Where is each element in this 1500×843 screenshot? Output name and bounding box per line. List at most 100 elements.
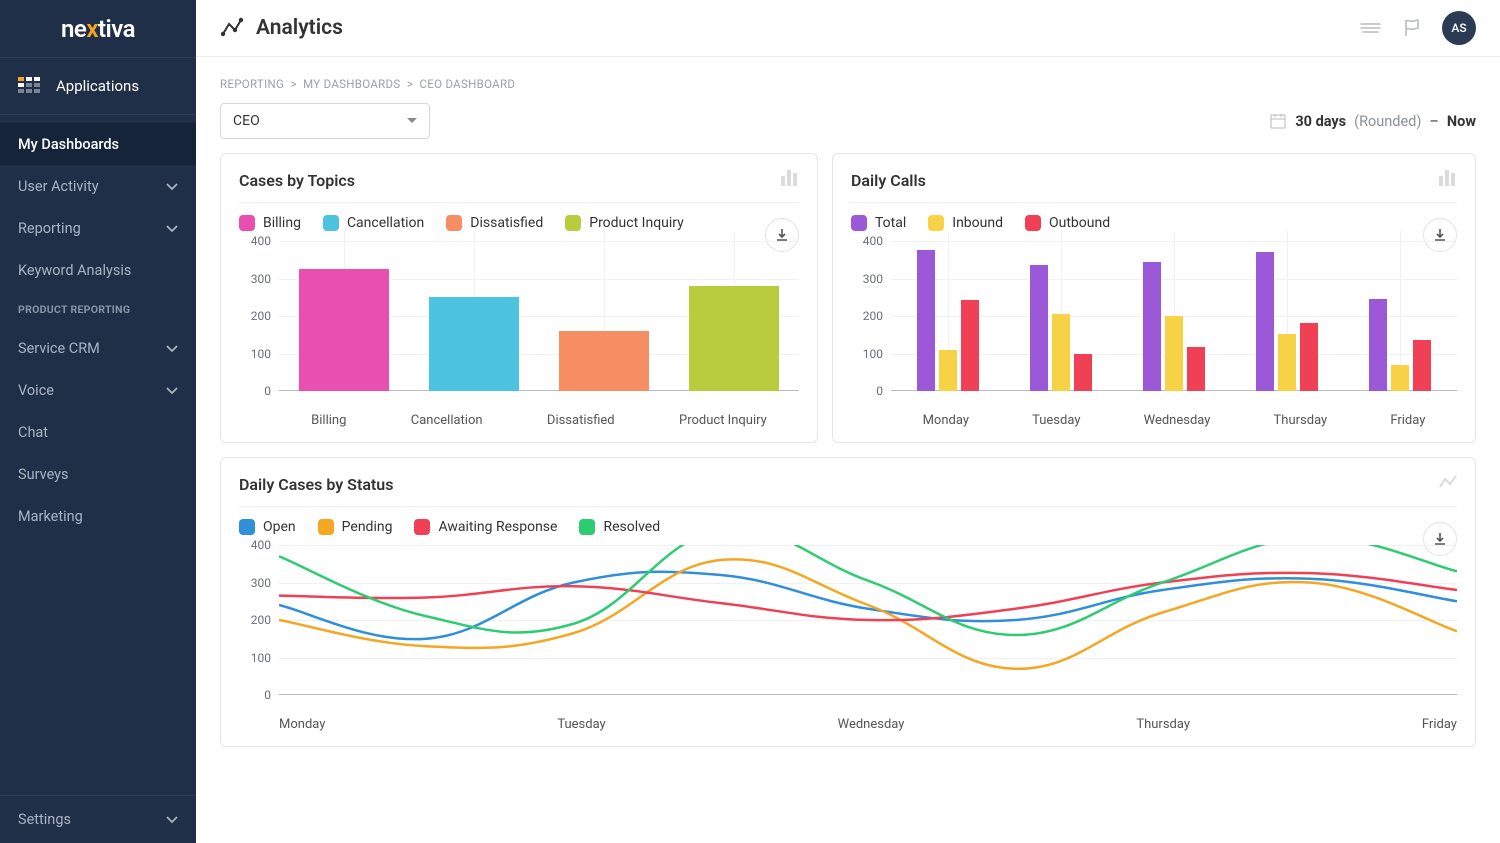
bar[interactable] bbox=[961, 300, 979, 391]
line-series[interactable] bbox=[279, 559, 1457, 669]
sidebar-item-voice[interactable]: Voice bbox=[0, 369, 196, 411]
breadcrumb-item[interactable]: CEO DASHBOARD bbox=[419, 77, 515, 91]
bar[interactable] bbox=[559, 331, 649, 391]
download-icon bbox=[775, 228, 789, 242]
user-avatar[interactable]: AS bbox=[1442, 11, 1476, 45]
sidebar-item-label: Voice bbox=[18, 382, 54, 399]
bar[interactable] bbox=[939, 350, 957, 391]
bar-group bbox=[1256, 252, 1318, 391]
y-tick: 200 bbox=[251, 613, 271, 627]
y-tick: 200 bbox=[863, 309, 883, 323]
legend-item[interactable]: Pending bbox=[318, 519, 393, 535]
y-tick: 300 bbox=[251, 272, 271, 286]
legend-label: Open bbox=[263, 519, 296, 535]
y-tick: 400 bbox=[251, 234, 271, 248]
bar[interactable] bbox=[1278, 334, 1296, 391]
bar[interactable] bbox=[1074, 354, 1092, 392]
sidebar-item-chat[interactable]: Chat bbox=[0, 411, 196, 453]
sidebar-item-service-crm[interactable]: Service CRM bbox=[0, 327, 196, 369]
daterange-now: Now bbox=[1447, 113, 1476, 130]
y-tick: 300 bbox=[251, 576, 271, 590]
sidebar-item-my-dashboards[interactable]: My Dashboards bbox=[0, 123, 196, 165]
sidebar-item-reporting[interactable]: Reporting bbox=[0, 207, 196, 249]
x-label: Friday bbox=[1390, 413, 1425, 428]
bar-chart-icon[interactable] bbox=[1439, 170, 1457, 190]
dashboard-select-value: CEO bbox=[233, 113, 260, 129]
legend-swatch bbox=[323, 215, 339, 231]
legend-item[interactable]: Billing bbox=[239, 215, 301, 231]
bar[interactable] bbox=[1187, 347, 1205, 391]
date-range-picker[interactable]: 30 days (Rounded) – Now bbox=[1269, 112, 1476, 130]
x-axis-labels: MondayTuesdayWednesdayThursdayFriday bbox=[891, 391, 1457, 428]
legend-swatch bbox=[1025, 215, 1041, 231]
x-label: Thursday bbox=[1136, 717, 1190, 732]
bar[interactable] bbox=[1030, 265, 1048, 391]
x-label: Dissatisfied bbox=[547, 413, 615, 428]
chevron-down-icon bbox=[166, 382, 178, 399]
bar[interactable] bbox=[1413, 340, 1431, 391]
analytics-icon bbox=[220, 16, 244, 40]
content-area: REPORTING > MY DASHBOARDS > CEO DASHBOAR… bbox=[196, 57, 1500, 843]
sidebar-item-user-activity[interactable]: User Activity bbox=[0, 165, 196, 207]
bar[interactable] bbox=[1256, 252, 1274, 391]
x-label: Billing bbox=[311, 413, 346, 428]
legend-item[interactable]: Resolved bbox=[579, 519, 660, 535]
bar-chart-icon[interactable] bbox=[781, 170, 799, 190]
toolbar: CEO 30 days (Rounded) – Now bbox=[220, 103, 1476, 139]
bar[interactable] bbox=[917, 250, 935, 391]
bar[interactable] bbox=[299, 269, 389, 391]
legend-item[interactable]: Cancellation bbox=[323, 215, 424, 231]
sidebar-item-label: My Dashboards bbox=[18, 136, 119, 153]
legend-item[interactable]: Outbound bbox=[1025, 215, 1110, 231]
card-title-text: Cases by Topics bbox=[239, 171, 355, 190]
y-tick: 100 bbox=[251, 347, 271, 361]
bar[interactable] bbox=[1369, 299, 1387, 391]
legend-item[interactable]: Total bbox=[851, 215, 906, 231]
breadcrumb-item[interactable]: REPORTING bbox=[220, 77, 284, 91]
bar[interactable] bbox=[1165, 316, 1183, 391]
line-series[interactable] bbox=[279, 545, 1457, 635]
y-tick: 400 bbox=[863, 234, 883, 248]
avatar-initials: AS bbox=[1451, 21, 1466, 35]
brand-logo[interactable]: nextiva bbox=[0, 0, 196, 57]
sidebar-item-keyword-analysis[interactable]: Keyword Analysis bbox=[0, 249, 196, 291]
bar[interactable] bbox=[429, 297, 519, 391]
applications-button[interactable]: Applications bbox=[0, 57, 196, 115]
daterange-duration: 30 days bbox=[1295, 113, 1346, 130]
line-chart-icon[interactable] bbox=[1439, 474, 1457, 494]
x-label: Wednesday bbox=[838, 717, 905, 732]
download-icon bbox=[1433, 532, 1447, 546]
breadcrumb-item[interactable]: MY DASHBOARDS bbox=[303, 77, 400, 91]
legend-item[interactable]: Product Inquiry bbox=[565, 215, 684, 231]
legend-item[interactable]: Awaiting Response bbox=[414, 519, 557, 535]
bar[interactable] bbox=[1300, 323, 1318, 391]
sidebar-item-label: Chat bbox=[18, 424, 48, 441]
bar[interactable] bbox=[1052, 314, 1070, 391]
main-area: Analytics AS REPORTING > MY DASHBOARDS >… bbox=[196, 0, 1500, 843]
flag-icon[interactable] bbox=[1400, 16, 1424, 40]
alerts-icon[interactable] bbox=[1358, 16, 1382, 40]
sidebar-item-surveys[interactable]: Surveys bbox=[0, 453, 196, 495]
legend-swatch bbox=[851, 215, 867, 231]
sidebar-settings[interactable]: Settings bbox=[0, 795, 196, 843]
legend-daily-calls: Total Inbound Outbound bbox=[851, 215, 1457, 231]
dashboard-select[interactable]: CEO bbox=[220, 103, 430, 139]
breadcrumb: REPORTING > MY DASHBOARDS > CEO DASHBOAR… bbox=[220, 77, 1476, 91]
y-tick: 0 bbox=[264, 384, 271, 398]
x-label: Tuesday bbox=[557, 717, 605, 732]
daterange-rounded: (Rounded) bbox=[1354, 113, 1421, 130]
x-label: Cancellation bbox=[411, 413, 483, 428]
bar[interactable] bbox=[1391, 365, 1409, 391]
legend-label: Outbound bbox=[1049, 215, 1110, 231]
card-daily-calls: Daily Calls Total Inbound Outbound bbox=[832, 153, 1476, 443]
y-tick: 200 bbox=[251, 309, 271, 323]
bar[interactable] bbox=[1143, 262, 1161, 391]
legend-item[interactable]: Inbound bbox=[928, 215, 1003, 231]
bar-group bbox=[1143, 262, 1205, 391]
legend-item[interactable]: Dissatisfied bbox=[446, 215, 543, 231]
sidebar-item-marketing[interactable]: Marketing bbox=[0, 495, 196, 537]
legend-label: Total bbox=[875, 215, 906, 231]
legend-item[interactable]: Open bbox=[239, 519, 296, 535]
x-label: Friday bbox=[1422, 717, 1457, 732]
bar[interactable] bbox=[689, 286, 779, 391]
